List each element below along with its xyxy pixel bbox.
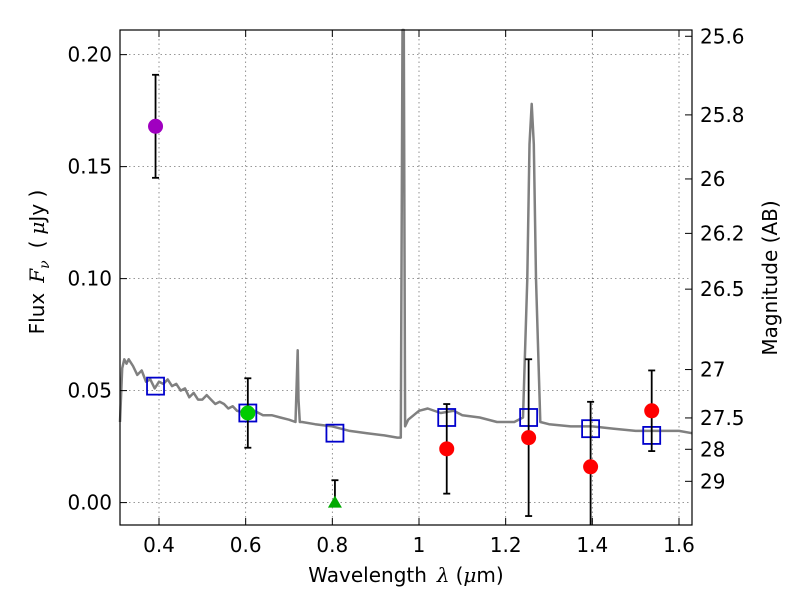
y-tick-label: 0.00 bbox=[67, 491, 112, 515]
y2-tick-label: 28 bbox=[700, 437, 725, 461]
model-square-marker bbox=[146, 376, 165, 396]
y-axis-label-unit-close: Jy ) bbox=[25, 190, 49, 224]
x-tick-label: 0.4 bbox=[143, 533, 175, 557]
observed-circle-marker bbox=[148, 118, 164, 134]
axis-ticks: 0.4 0.6 0.8 1 1.2 1.4 1.6 0.00 0.05 0.10 0.15 0.20 2… bbox=[67, 24, 744, 557]
y2-tick-label: 26.2 bbox=[700, 221, 745, 245]
x-tick-label: 0.8 bbox=[316, 533, 348, 557]
y-axis-label: Flux Fν ( μJy ) bbox=[25, 190, 53, 335]
x-tick-label: 1.6 bbox=[663, 533, 695, 557]
y-axis-label-f: F bbox=[25, 268, 49, 284]
y-tick-label: 0.05 bbox=[67, 379, 112, 403]
plot-frame bbox=[119, 29, 693, 526]
x-axis-label-unit-mu: μ bbox=[463, 563, 476, 587]
y-axis-label-unit-mu: μ bbox=[25, 222, 49, 235]
y-axis-label-text: Flux bbox=[25, 293, 49, 335]
photometry-series bbox=[146, 73, 662, 525]
y2-tick-label: 25.8 bbox=[700, 103, 745, 127]
x-axis-label: Wavelength λ (μm) bbox=[308, 563, 503, 587]
x-axis-label-unit-open: ( bbox=[456, 563, 464, 587]
observed-circle-marker bbox=[583, 459, 599, 475]
y-tick-label: 0.15 bbox=[67, 155, 112, 179]
grid bbox=[120, 30, 692, 525]
model-square-marker bbox=[325, 423, 345, 443]
y-tick-label: 0.20 bbox=[67, 43, 112, 67]
x-tick-label: 1.2 bbox=[490, 533, 522, 557]
y2-tick-label: 27.5 bbox=[700, 406, 745, 430]
observed-circle-marker bbox=[521, 430, 537, 446]
upper-limit-triangle-marker bbox=[327, 495, 342, 508]
y-axis-label-nu: ν bbox=[37, 260, 53, 269]
y2-tick-label: 26 bbox=[700, 167, 725, 191]
x-axis-label-unit-close: m) bbox=[476, 563, 503, 587]
y2-tick-label: 29 bbox=[700, 469, 725, 493]
x-axis-label-symbol: λ bbox=[436, 563, 450, 587]
x-tick-label: 1 bbox=[413, 533, 426, 557]
x-axis-label-text: Wavelength bbox=[308, 563, 427, 587]
x-tick-label: 1.4 bbox=[576, 533, 608, 557]
observed-circle-marker bbox=[439, 441, 455, 457]
observed-circle-marker bbox=[644, 403, 660, 419]
y2-axis-label: Magnitude (AB) bbox=[758, 200, 782, 355]
observed-circle-marker bbox=[240, 405, 256, 421]
y2-tick-label: 26.5 bbox=[700, 277, 745, 301]
y-tick-label: 0.10 bbox=[67, 267, 112, 291]
y2-tick-label: 25.6 bbox=[700, 24, 745, 48]
y2-tick-label: 27 bbox=[700, 358, 725, 382]
x-tick-label: 0.6 bbox=[230, 533, 262, 557]
y-axis-label-unit-open: ( bbox=[25, 241, 49, 249]
